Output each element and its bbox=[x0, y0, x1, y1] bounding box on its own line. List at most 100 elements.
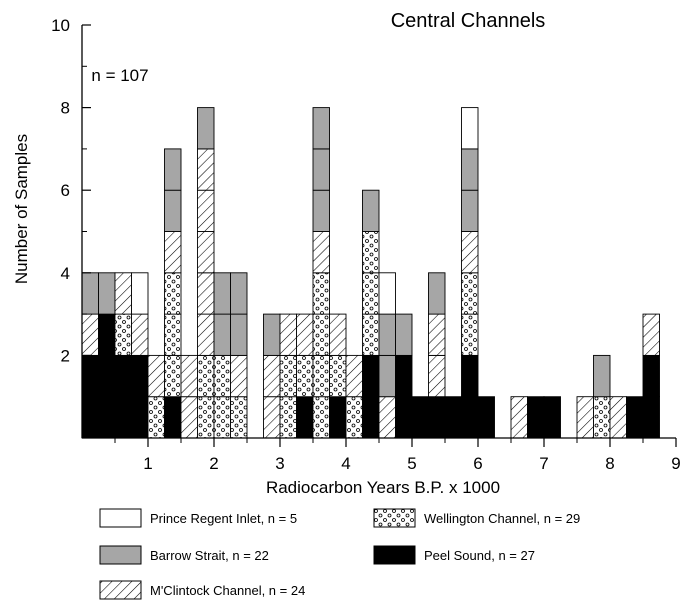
bar-barrow-strait bbox=[593, 354, 611, 398]
bar-peel-sound bbox=[114, 396, 132, 439]
bar-peel-sound bbox=[411, 396, 429, 439]
bar-m-clintock-channel bbox=[180, 396, 198, 439]
bar-m-clintock-channel bbox=[312, 231, 330, 274]
bar-m-clintock-channel bbox=[263, 354, 281, 398]
y-tick-label: 2 bbox=[61, 346, 70, 365]
legend-swatch-open bbox=[99, 508, 142, 528]
bar-m-clintock-channel bbox=[329, 313, 347, 356]
bar-m-clintock-channel bbox=[378, 396, 396, 439]
bar-prince-regent-inlet bbox=[131, 272, 149, 315]
bar-wellington-channel bbox=[461, 313, 479, 356]
bar-peel-sound bbox=[164, 396, 182, 439]
legend-label: Prince Regent Inlet, n = 5 bbox=[150, 511, 297, 526]
bar-barrow-strait bbox=[164, 189, 182, 232]
bar-peel-sound bbox=[81, 354, 99, 398]
bar-m-clintock-channel bbox=[230, 354, 248, 398]
bar-peel-sound bbox=[81, 396, 99, 439]
bar-m-clintock-channel bbox=[642, 313, 660, 356]
bar-wellington-channel bbox=[213, 396, 231, 439]
bar-m-clintock-channel bbox=[461, 231, 479, 274]
bar-barrow-strait bbox=[213, 313, 231, 356]
y-tick-label: 10 bbox=[51, 16, 70, 35]
legend-swatch-hatch bbox=[99, 580, 142, 600]
bar-peel-sound bbox=[362, 396, 380, 439]
legend-swatch-gray bbox=[99, 545, 142, 565]
bar-m-clintock-channel bbox=[197, 231, 215, 274]
legend-swatch-dots bbox=[373, 508, 416, 528]
bar-barrow-strait bbox=[362, 189, 380, 232]
bar-barrow-strait bbox=[395, 313, 413, 356]
bar-barrow-strait bbox=[197, 107, 215, 150]
bar-peel-sound bbox=[296, 396, 314, 439]
bar-wellington-channel bbox=[279, 396, 297, 439]
legend: Prince Regent Inlet, n = 5 Wellington Cha… bbox=[99, 508, 580, 600]
bar-barrow-strait bbox=[213, 272, 231, 315]
bar-wellington-channel bbox=[362, 313, 380, 356]
bar-peel-sound bbox=[642, 396, 660, 439]
x-tick-label: 7 bbox=[539, 454, 548, 473]
bar-barrow-strait bbox=[98, 272, 116, 315]
bar-barrow-strait bbox=[263, 313, 281, 356]
bar-m-clintock-channel bbox=[609, 396, 627, 439]
sample-count-annotation: n = 107 bbox=[91, 66, 148, 85]
bar-wellington-channel bbox=[312, 313, 330, 356]
bar-m-clintock-channel bbox=[576, 396, 594, 439]
bar-m-clintock-channel bbox=[197, 313, 215, 356]
bar-m-clintock-channel bbox=[279, 313, 297, 356]
bar-wellington-channel bbox=[164, 354, 182, 398]
bar-barrow-strait bbox=[312, 148, 330, 191]
bar-wellington-channel bbox=[312, 396, 330, 439]
bar-m-clintock-channel bbox=[428, 354, 446, 398]
bar-peel-sound bbox=[543, 396, 561, 439]
bar-m-clintock-channel bbox=[197, 148, 215, 191]
y-tick-label: 4 bbox=[61, 264, 70, 283]
bar-peel-sound bbox=[362, 354, 380, 398]
bar-barrow-strait bbox=[164, 148, 182, 191]
bar-wellington-channel bbox=[345, 396, 363, 439]
x-tick-label: 1 bbox=[143, 454, 152, 473]
bar-peel-sound bbox=[428, 396, 446, 439]
x-axis-label: Radiocarbon Years B.P. x 1000 bbox=[266, 478, 500, 497]
bar-barrow-strait bbox=[230, 313, 248, 356]
bar-m-clintock-channel bbox=[263, 396, 281, 439]
bar-peel-sound bbox=[395, 354, 413, 398]
legend-label: Wellington Channel, n = 29 bbox=[424, 511, 580, 526]
y-axis-label: Number of Samples bbox=[12, 134, 31, 284]
bar-prince-regent-inlet bbox=[461, 107, 479, 150]
bar-wellington-channel bbox=[312, 354, 330, 398]
x-tick-label: 5 bbox=[407, 454, 416, 473]
bar-barrow-strait bbox=[312, 107, 330, 150]
bar-wellington-channel bbox=[230, 396, 248, 439]
bar-m-clintock-channel bbox=[147, 354, 165, 398]
bar-peel-sound bbox=[98, 354, 116, 398]
bar-wellington-channel bbox=[312, 272, 330, 315]
bar-wellington-channel bbox=[213, 354, 231, 398]
bar-wellington-channel bbox=[296, 354, 314, 398]
bar-barrow-strait bbox=[378, 313, 396, 356]
bar-peel-sound bbox=[461, 354, 479, 398]
x-tick-label: 8 bbox=[605, 454, 614, 473]
bar-peel-sound bbox=[395, 396, 413, 439]
x-tick-label: 4 bbox=[341, 454, 350, 473]
legend-label: Barrow Strait, n = 22 bbox=[150, 548, 269, 563]
bar-m-clintock-channel bbox=[81, 313, 99, 356]
bar-m-clintock-channel bbox=[131, 313, 149, 356]
bar-stack-group bbox=[81, 107, 660, 439]
bar-peel-sound bbox=[477, 396, 495, 439]
bar-wellington-channel bbox=[362, 272, 380, 315]
bar-wellington-channel bbox=[593, 396, 611, 439]
bar-m-clintock-channel bbox=[428, 313, 446, 356]
x-tick-label: 9 bbox=[671, 454, 680, 473]
bar-m-clintock-channel bbox=[296, 313, 314, 356]
bar-m-clintock-channel bbox=[510, 396, 528, 439]
bar-peel-sound bbox=[114, 354, 132, 398]
bar-wellington-channel bbox=[147, 396, 165, 439]
y-tick-label: 6 bbox=[61, 181, 70, 200]
bar-m-clintock-channel bbox=[180, 354, 198, 398]
bar-m-clintock-channel bbox=[164, 231, 182, 274]
bar-peel-sound bbox=[131, 396, 149, 439]
legend-label: M'Clintock Channel, n = 24 bbox=[150, 583, 305, 598]
bar-wellington-channel bbox=[329, 354, 347, 398]
bar-wellington-channel bbox=[114, 313, 132, 356]
